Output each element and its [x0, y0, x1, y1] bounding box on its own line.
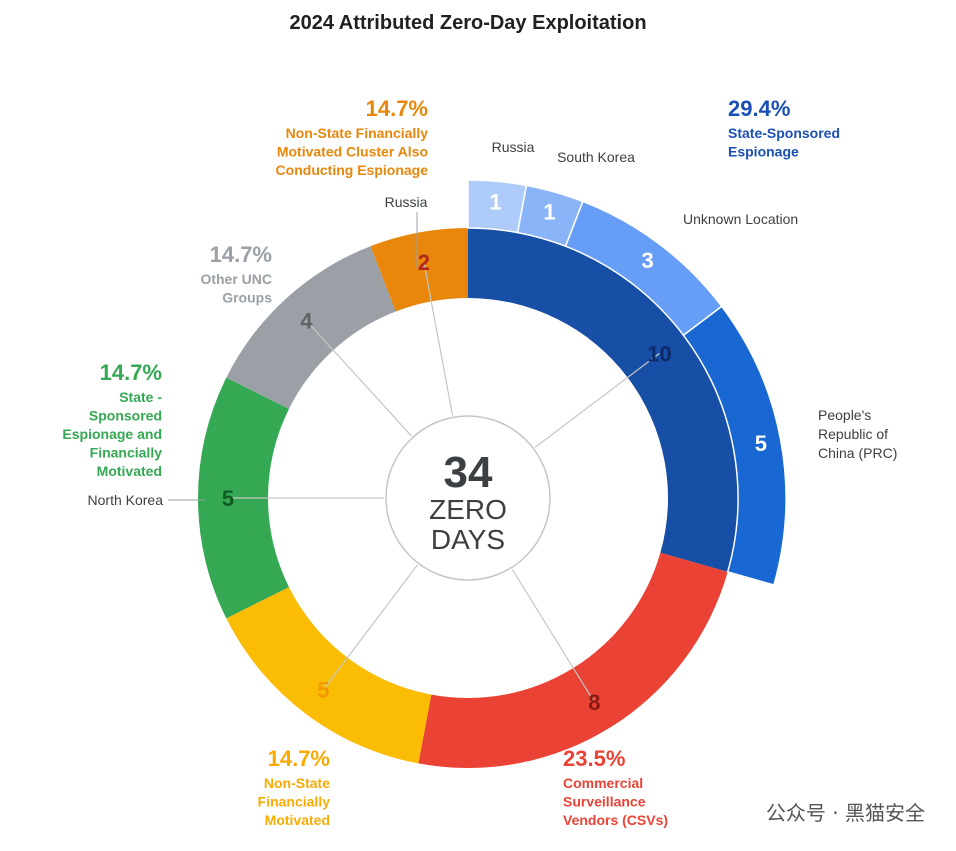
group-name-label: Non-State: [264, 775, 330, 791]
group-name-label: Surveillance: [563, 794, 646, 810]
group-name-label: Conducting Espionage: [276, 162, 429, 178]
group-name-label: Other UNC: [200, 271, 272, 287]
slice-spoke: [534, 352, 660, 448]
total-line1: ZERO: [429, 494, 507, 525]
group-name-label: Motivated Cluster Also: [277, 144, 428, 160]
subring-value-label: 3: [641, 248, 653, 273]
group-pct-label: 29.4%: [728, 96, 790, 121]
location-label: People's: [818, 407, 871, 423]
slice-value-label: 10: [647, 341, 671, 366]
center-layer: 34 ZERO DAYS: [385, 415, 551, 581]
group-pct-label: 23.5%: [563, 746, 625, 771]
group-name-label: Commercial: [563, 775, 643, 791]
slice-value-label: 2: [418, 250, 430, 275]
location-label: Russia: [385, 194, 428, 210]
label-layer: 10 8 5 5 4 2 1 1 3 5 29.4% State-Sponsored Espionage…: [62, 96, 897, 828]
slice-spoke: [305, 320, 412, 437]
group-name-label: Vendors (CSVs): [563, 812, 668, 828]
group-pct-label: 14.7%: [366, 96, 428, 121]
slice-spoke: [423, 261, 454, 416]
group-name-label: Non-State Financially: [286, 125, 429, 141]
group-pct-label: 14.7%: [100, 360, 162, 385]
subring-value-label: 1: [489, 189, 501, 214]
group-name-label: Espionage and: [62, 426, 162, 442]
slice-spoke: [511, 569, 595, 703]
group-pct-label: 14.7%: [210, 242, 272, 267]
group-name-label: Espionage: [728, 144, 799, 160]
slice-value-label: 5: [317, 678, 329, 703]
center-circle: [385, 415, 551, 581]
subring-slice-people-s-republic-of-china-prc: [682, 305, 787, 586]
group-name-label: State -: [119, 389, 162, 405]
subring-value-label: 5: [755, 431, 767, 456]
ring-layer: [197, 179, 787, 768]
total-line2: DAYS: [431, 524, 505, 555]
location-label: Unknown Location: [683, 211, 798, 227]
ring-slice-state-sponsored-espionage: [468, 228, 738, 572]
location-label: Russia: [492, 139, 535, 155]
subring-value-label: 1: [543, 199, 555, 224]
location-label: China (PRC): [818, 445, 897, 461]
group-name-label: Financially: [90, 445, 163, 461]
ring-slice-other-unc-groups: [226, 246, 396, 409]
chart-title: 2024 Attributed Zero-Day Exploitation: [289, 12, 646, 34]
total-value: 34: [444, 448, 493, 497]
location-label: North Korea: [88, 492, 164, 508]
location-label: South Korea: [557, 149, 635, 165]
location-label: Republic of: [818, 426, 888, 442]
slice-value-label: 4: [300, 309, 313, 334]
group-name-label: Sponsored: [89, 408, 162, 424]
watermark-text: 公众号 · 黑猫安全: [766, 801, 925, 825]
group-name-label: Financially: [258, 794, 331, 810]
group-name-label: Groups: [222, 290, 272, 306]
slice-spoke: [322, 564, 418, 690]
group-name-label: Motivated: [265, 812, 330, 828]
slice-value-label: 8: [588, 690, 600, 715]
ring-slice-commercial-surveillance-vendors-csvs: [418, 552, 728, 768]
ring-slice-non-state-financially-motivated-cluster-also-conducting-espionage: [370, 228, 468, 312]
slice-value-label: 5: [222, 486, 234, 511]
group-pct-label: 14.7%: [268, 746, 330, 771]
group-name-label: Motivated: [97, 463, 162, 479]
group-name-label: State-Sponsored: [728, 125, 840, 141]
ring-slice-non-state-financially-motivated: [226, 587, 432, 764]
